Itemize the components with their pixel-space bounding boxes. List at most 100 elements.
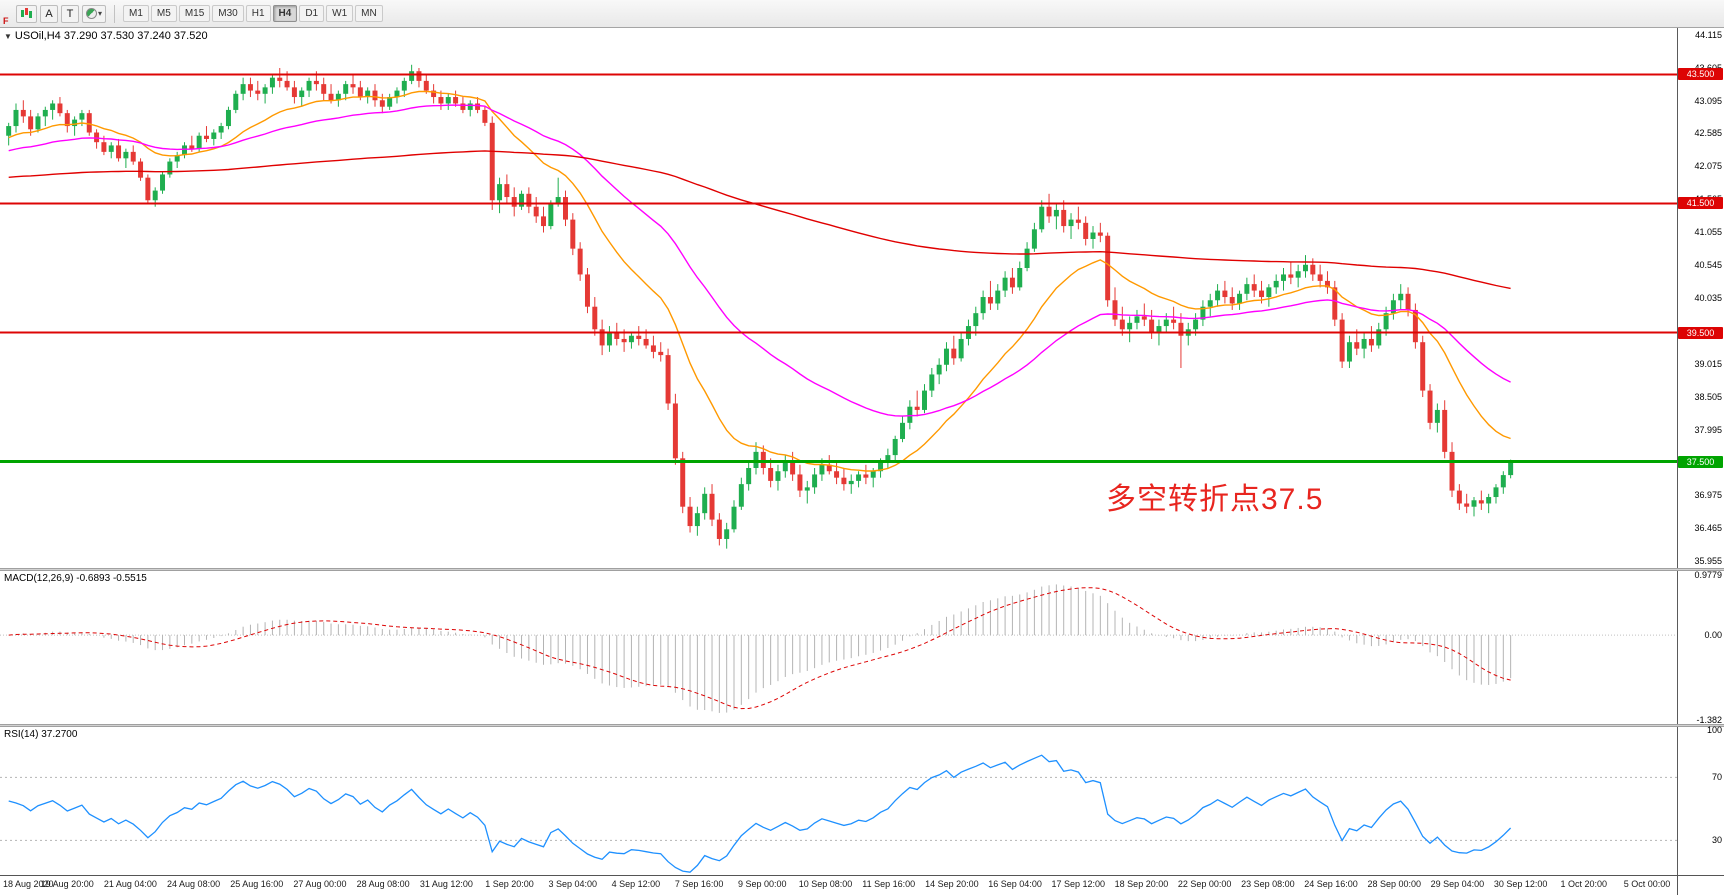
splitter-rsi[interactable] <box>0 724 1724 727</box>
time-tick-label: 19 Aug 20:00 <box>40 879 94 889</box>
time-tick-label: 28 Sep 00:00 <box>1367 879 1421 889</box>
time-tick-label: 14 Sep 20:00 <box>925 879 979 889</box>
axis-tick-label: 35.955 <box>1694 556 1722 567</box>
timeframe-button-m5[interactable]: M5 <box>150 5 177 22</box>
axis-tick-label: 38.505 <box>1694 391 1722 402</box>
time-tick-label: 18 Sep 20:00 <box>1114 879 1169 889</box>
style-cycle-icon <box>86 8 97 19</box>
axis-tick-label: 43.605 <box>1694 63 1722 73</box>
time-tick-label: 23 Sep 08:00 <box>1241 879 1295 889</box>
axis-tick-label: 40.035 <box>1694 293 1722 303</box>
chart-window: ▼ USOil,H4 37.290 37.530 37.240 37.520 多空… <box>0 28 1724 895</box>
axis-tick-label: 42.585 <box>1694 128 1722 139</box>
axis-tick-label: 0.00 <box>1704 630 1722 641</box>
time-tick-label: 22 Sep 00:00 <box>1177 879 1232 889</box>
timeframe-button-m30[interactable]: M30 <box>212 5 244 22</box>
macd-plot[interactable]: MACD(12,26,9) -0.6893 -0.5515 <box>0 571 1677 724</box>
timeframe-button-w1[interactable]: W1 <box>326 5 354 22</box>
ma-fast-orange <box>8 90 1511 472</box>
mini-candles-icon <box>21 8 32 18</box>
time-tick-label: 1 Sep 20:00 <box>485 879 534 889</box>
timeframe-button-m15[interactable]: M15 <box>178 5 211 22</box>
text-tool-a-button[interactable]: A <box>40 4 58 23</box>
price-line-badge: 43.500 <box>1678 68 1723 81</box>
macd-histogram <box>15 584 1512 713</box>
symbol-dropdown-icon: ▼ <box>4 32 12 41</box>
rsi-axis[interactable]: 100 70 30 <box>1677 725 1724 875</box>
timeframe-button-h4[interactable]: H4 <box>272 5 298 22</box>
axis-tick-label: 39.015 <box>1694 358 1722 369</box>
time-tick-label: 25 Aug 16:00 <box>230 879 284 889</box>
time-tick-label: 30 Sep 12:00 <box>1493 879 1548 889</box>
style-dropdown-button[interactable]: ▾ <box>82 4 107 23</box>
axis-tick-label: 43.095 <box>1694 95 1722 106</box>
ma-slow-red <box>8 150 1511 290</box>
symbol-ohlc-text: USOil,H4 37.290 37.530 37.240 37.520 <box>14 30 208 42</box>
axis-tick-label: 70 <box>1711 772 1722 783</box>
time-tick-label: 18 Aug 2020 <box>3 879 54 889</box>
axis-tick-label: 30 <box>1711 835 1722 846</box>
time-tick-label: 9 Sep 00:00 <box>738 879 787 889</box>
rsi-label: RSI(14) 37.2700 <box>4 729 78 740</box>
axis-tick-label: -1.382 <box>1696 714 1722 725</box>
time-tick-label: 10 Sep 08:00 <box>798 879 853 889</box>
f-badge: F <box>3 16 9 26</box>
toolbar: F A T ▾ M1 M5 M15 M30 H1 H4 D1 W1 MN <box>0 0 1724 28</box>
main-chart-canvas <box>0 64 1677 549</box>
time-tick-label: 28 Aug 08:00 <box>356 879 410 889</box>
splitter-macd[interactable] <box>0 568 1724 571</box>
time-tick-label: 5 Oct 00:00 <box>1623 879 1671 889</box>
text-tool-t-button[interactable]: T <box>61 4 79 23</box>
axis-tick-label: 41.055 <box>1694 227 1722 238</box>
main-chart-plot[interactable]: ▼ USOil,H4 37.290 37.530 37.240 37.520 多空… <box>0 28 1677 568</box>
macd-label: MACD(12,26,9) -0.6893 -0.5515 <box>4 573 147 584</box>
rsi-plot[interactable]: RSI(14) 37.2700 <box>0 727 1677 875</box>
time-tick-label: 16 Sep 04:00 <box>988 879 1042 889</box>
time-tick-label: 21 Aug 04:00 <box>103 879 157 889</box>
axis-tick-label: 37.995 <box>1694 424 1722 435</box>
macd-canvas <box>0 584 1677 713</box>
macd-panel: MACD(12,26,9) -0.6893 -0.5515 0.9779 0.00… <box>0 570 1724 725</box>
chart-icon[interactable] <box>16 4 37 23</box>
chevron-down-icon: ▾ <box>98 9 103 18</box>
axis-tick-label: 42.075 <box>1694 161 1722 172</box>
price-axis[interactable]: 44.11543.60543.09542.58542.07541.56541.0… <box>1677 28 1724 568</box>
time-tick-label: 11 Sep 16:00 <box>862 879 916 889</box>
time-tick-label: 31 Aug 12:00 <box>419 879 473 889</box>
timeframe-button-mn[interactable]: MN <box>355 5 383 22</box>
axis-tick-label: 40.545 <box>1694 260 1722 271</box>
axis-tick-label: 100 <box>1706 725 1722 736</box>
ma-mid-magenta <box>8 104 1511 417</box>
chart-annotation-text[interactable]: 多空转折点37.5 <box>1106 483 1324 516</box>
time-tick-label: 4 Sep 12:00 <box>611 879 661 889</box>
rsi-panel: RSI(14) 37.2700 100 70 30 <box>0 725 1724 875</box>
price-line-badge: 41.500 <box>1678 197 1723 210</box>
axis-tick-label: 0.9779 <box>1694 570 1722 581</box>
time-axis[interactable]: 18 Aug 2020 19 Aug 20:00 21 Aug 04:00 24 Au… <box>0 876 1677 895</box>
time-tick-label: 3 Sep 04:00 <box>548 879 597 889</box>
timeframe-button-h1[interactable]: H1 <box>245 5 271 22</box>
price-line-badge: 37.500 <box>1678 455 1723 468</box>
price-line-badge: 39.500 <box>1678 326 1723 339</box>
timeframe-button-m1[interactable]: M1 <box>123 5 149 22</box>
candles <box>6 64 1514 549</box>
rsi-line <box>8 754 1512 873</box>
time-tick-label: 29 Sep 04:00 <box>1430 879 1485 889</box>
symbol-info: ▼ USOil,H4 37.290 37.530 37.240 37.520 <box>4 30 208 42</box>
toolbar-separator <box>114 4 116 23</box>
macd-signal-line <box>8 587 1511 710</box>
timeframe-button-d1[interactable]: D1 <box>299 5 325 22</box>
macd-axis[interactable]: 0.9779 0.00 -1.382 <box>1677 570 1724 725</box>
time-tick-label: 17 Sep 12:00 <box>1051 879 1106 889</box>
axis-tick-label: 36.465 <box>1694 523 1722 534</box>
axis-tick-label: 44.115 <box>1695 29 1722 40</box>
timeframe-buttons: M1 M5 M15 M30 H1 H4 D1 W1 MN <box>123 5 383 22</box>
time-tick-label: 1 Oct 20:00 <box>1560 879 1608 889</box>
axis-tick-label: 36.975 <box>1694 490 1722 501</box>
time-tick-label: 7 Sep 16:00 <box>674 879 724 889</box>
rsi-canvas <box>0 754 1677 873</box>
time-axis-corner <box>1677 876 1724 895</box>
main-chart-panel: ▼ USOil,H4 37.290 37.530 37.240 37.520 多空… <box>0 28 1724 568</box>
time-tick-label: 27 Aug 00:00 <box>293 879 347 889</box>
